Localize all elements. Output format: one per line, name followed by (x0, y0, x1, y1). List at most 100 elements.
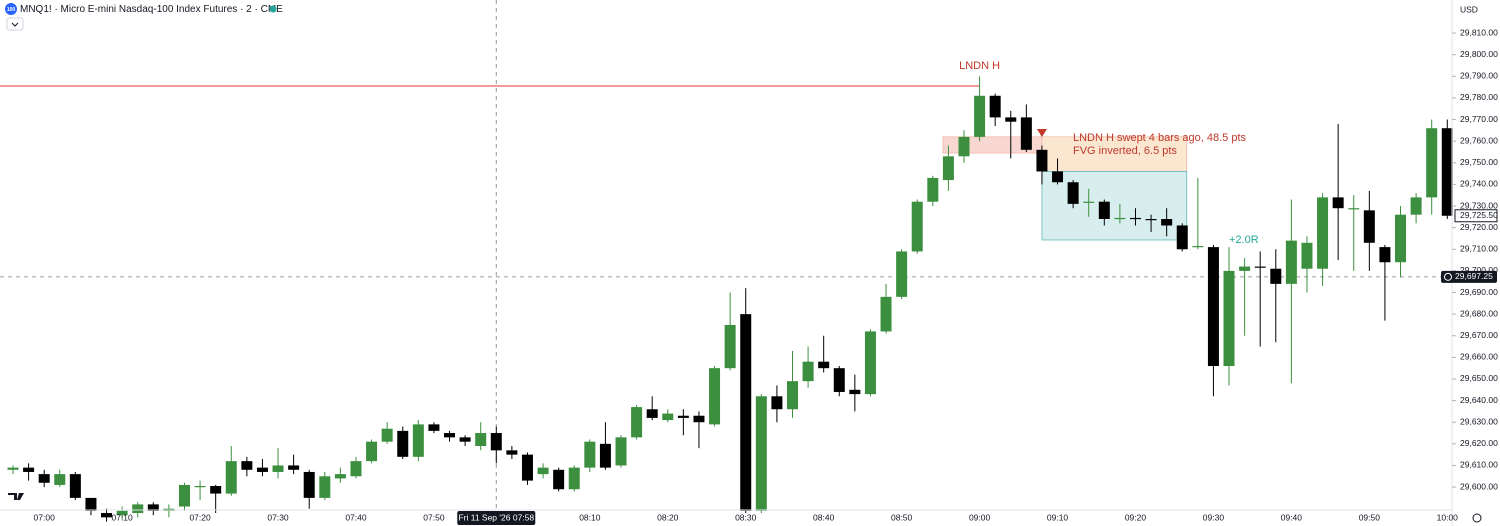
status-dot (269, 5, 277, 13)
x-tick-label: 08:40 (813, 512, 835, 522)
y-tick-label: 29,670.00 (1460, 330, 1498, 340)
y-tick-label: 29,780.00 (1460, 92, 1498, 102)
y-tick-label: 29,760.00 (1460, 135, 1498, 145)
settings-icon[interactable] (1472, 513, 1482, 523)
x-tick-label: 09:40 (1281, 512, 1303, 522)
candle-body (880, 296, 892, 332)
candle-body (1395, 214, 1407, 263)
y-tick-label: 29,750.00 (1460, 157, 1498, 167)
candle-body (942, 156, 954, 181)
candle-body (615, 437, 627, 466)
y-tick-label: 29,630.00 (1460, 416, 1498, 426)
candle-body (350, 461, 362, 477)
candle-body (1285, 240, 1297, 284)
candle-body (334, 474, 346, 479)
candle-body (1441, 128, 1453, 216)
candle-body (1332, 197, 1344, 209)
y-tick-label: 29,610.00 (1460, 460, 1498, 470)
candle-body (303, 471, 315, 498)
last-price-label: 29,725.50 (1460, 210, 1498, 220)
candle-body (1161, 219, 1173, 226)
candle-body (381, 428, 393, 442)
candle-body (1223, 270, 1235, 367)
y-tick-label: 29,740.00 (1460, 179, 1498, 189)
candle-body (1301, 242, 1313, 269)
x-tick-label: 09:50 (1359, 512, 1381, 522)
y-tick-label: 29,660.00 (1460, 352, 1498, 362)
candle-body (366, 441, 378, 462)
x-tick-label: 09:00 (969, 512, 991, 522)
candle-body (116, 510, 128, 516)
candle-body (178, 484, 190, 507)
y-tick-label: 29,720.00 (1460, 222, 1498, 232)
candle-body (568, 467, 580, 490)
candle-body (412, 424, 424, 457)
x-tick-label: 08:20 (657, 512, 679, 522)
candle-body (896, 251, 908, 297)
candle-body (927, 177, 939, 202)
y-tick-label: 29,600.00 (1460, 481, 1498, 491)
candle-body (1145, 219, 1157, 221)
candle-body (553, 469, 565, 490)
candle-body (1426, 128, 1438, 198)
signal-marker (1036, 129, 1047, 137)
candle-body (974, 95, 986, 137)
x-tick-label: 09:10 (1047, 512, 1069, 522)
r-label: +2.0R (1229, 234, 1259, 246)
last-price-box (1454, 209, 1498, 223)
x-tick-label: 07:00 (34, 512, 56, 522)
candle-body (1005, 117, 1017, 122)
candle-body (1114, 217, 1126, 220)
candle-body (958, 136, 970, 157)
candle-body (23, 467, 35, 472)
y-tick-label: 29,700.00 (1460, 265, 1498, 275)
candle-body (101, 513, 113, 518)
crosshair-price-label: 29,697.25 (1455, 271, 1493, 281)
candle-body (740, 314, 752, 511)
candle-body (1239, 266, 1251, 271)
candle-body (1207, 247, 1219, 367)
candle-body (490, 433, 502, 451)
candle-body (1254, 266, 1266, 268)
candle-body (256, 467, 268, 472)
candle-body (194, 486, 206, 488)
candle-body (397, 430, 409, 457)
candle-body (631, 407, 643, 438)
currency: USD (1460, 4, 1478, 14)
note: FVG inverted, 6.5 pts (1073, 145, 1177, 157)
candle-body (38, 474, 50, 483)
candle-body (1192, 246, 1204, 248)
y-tick-label: 29,650.00 (1460, 373, 1498, 383)
candle-body (709, 368, 721, 425)
x-tick-label: 10:00 (1437, 512, 1459, 522)
candle-body (1379, 247, 1391, 263)
level-label: LNDN H (959, 60, 1000, 72)
candle-body (1363, 210, 1375, 243)
candle-body (241, 461, 253, 470)
candle-body (54, 474, 66, 485)
candle-body (1052, 171, 1064, 183)
x-tick-label: 08:10 (579, 512, 601, 522)
candle-body (459, 437, 471, 442)
candle-body (1067, 182, 1079, 204)
candle-body (132, 504, 144, 514)
crosshair-time-label: Fri 11 Sep '26 07:58 (458, 512, 534, 522)
candle-body (1020, 117, 1032, 150)
candle-body (1083, 201, 1095, 203)
note: LNDN H swept 4 bars ago, 48.5 pts (1073, 132, 1247, 144)
candle-body (911, 201, 923, 252)
x-tick-label: 07:40 (345, 512, 367, 522)
candle-body (537, 467, 549, 475)
x-tick-label: 07:30 (267, 512, 289, 522)
candle-body (662, 413, 674, 421)
y-tick-label: 29,800.00 (1460, 49, 1498, 59)
candle-body (1348, 208, 1360, 210)
candle-body (85, 497, 97, 511)
candle-body (475, 433, 487, 447)
candle-body (210, 486, 222, 494)
collapse-button[interactable] (6, 17, 24, 31)
tv-logo (8, 493, 24, 500)
crosshair-price-box (1441, 270, 1497, 283)
